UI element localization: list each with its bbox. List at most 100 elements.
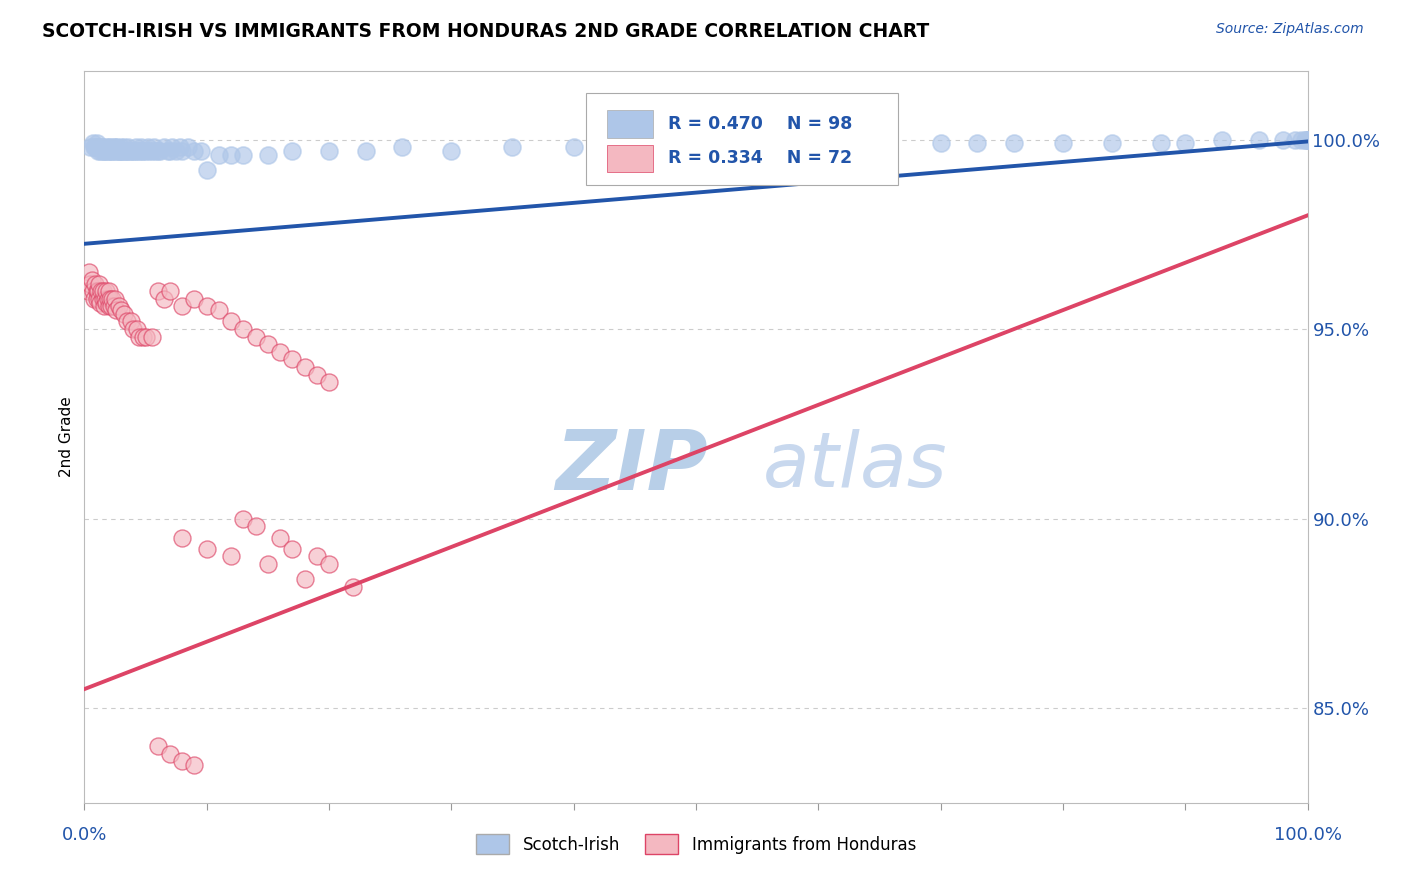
Point (169, 140, 191, 154)
Point (190, 144, 212, 158)
Point (131, 144, 153, 158)
Point (305, 368, 328, 382)
Point (138, 144, 160, 158)
Point (318, 144, 340, 158)
Point (104, 292, 127, 306)
Point (111, 144, 134, 158)
Point (929, 136, 952, 151)
Text: atlas: atlas (763, 429, 948, 503)
Point (87, 140, 110, 154)
Point (91, 284, 114, 298)
Point (143, 140, 166, 154)
Point (98, 140, 121, 154)
Point (120, 314, 142, 328)
Point (153, 140, 176, 154)
Point (183, 292, 205, 306)
Point (195, 299, 218, 313)
Point (281, 144, 304, 158)
Point (245, 519, 267, 533)
Point (245, 329, 267, 343)
Point (132, 144, 155, 158)
Point (80, 273, 103, 287)
Point (269, 531, 291, 545)
Point (162, 140, 184, 154)
Point (294, 359, 316, 374)
Point (110, 140, 132, 154)
Point (318, 375, 340, 389)
Point (101, 292, 124, 306)
Point (128, 144, 150, 158)
Point (172, 754, 194, 768)
Point (86, 136, 108, 151)
Text: Source: ZipAtlas.com: Source: ZipAtlas.com (1216, 22, 1364, 37)
Bar (606, 110, 654, 138)
Point (1296, 132, 1319, 146)
Point (97, 292, 120, 306)
FancyBboxPatch shape (586, 94, 898, 185)
Point (135, 329, 157, 343)
Text: 0.0%: 0.0% (62, 825, 107, 844)
Point (318, 557, 340, 571)
Point (1247, 132, 1270, 146)
Point (1052, 136, 1074, 151)
Point (208, 147, 231, 161)
Point (232, 511, 254, 525)
Point (79, 140, 101, 154)
Point (91, 140, 114, 154)
Point (624, 140, 647, 154)
Point (281, 352, 304, 367)
Point (93, 144, 115, 158)
Point (685, 140, 707, 154)
Point (104, 144, 127, 158)
Point (502, 140, 524, 154)
Y-axis label: 2nd Grade: 2nd Grade (59, 397, 75, 477)
Point (195, 162, 218, 177)
Point (107, 299, 129, 313)
Point (159, 144, 181, 158)
Point (84, 140, 107, 154)
Point (120, 144, 142, 158)
Point (90, 140, 112, 154)
Text: R = 0.470    N = 98: R = 0.470 N = 98 (668, 115, 852, 133)
Point (281, 541, 304, 556)
Point (98, 292, 121, 306)
Point (112, 307, 135, 321)
Point (153, 292, 176, 306)
Point (146, 144, 169, 158)
Point (125, 144, 148, 158)
Point (87, 277, 110, 291)
Point (146, 284, 169, 298)
Point (172, 299, 194, 313)
Point (1296, 132, 1319, 146)
Point (105, 140, 128, 154)
Point (305, 549, 328, 564)
Point (101, 144, 124, 158)
Point (156, 144, 179, 158)
Point (391, 140, 413, 154)
Point (97, 284, 120, 298)
Point (294, 572, 316, 586)
Point (91, 144, 114, 158)
Point (83, 292, 105, 306)
Point (115, 144, 138, 158)
Point (159, 284, 181, 298)
Point (146, 739, 169, 753)
Point (89, 144, 111, 158)
Point (342, 580, 364, 594)
Point (87, 144, 110, 158)
Point (77, 284, 100, 298)
Point (118, 144, 141, 158)
Point (122, 322, 145, 336)
Point (96, 140, 118, 154)
Point (232, 322, 254, 336)
Point (103, 140, 125, 154)
Point (89, 295, 111, 310)
Point (172, 531, 194, 545)
Point (84, 277, 107, 291)
Point (1150, 136, 1173, 151)
Point (257, 557, 280, 571)
Point (97, 140, 120, 154)
Point (132, 329, 155, 343)
Point (86, 292, 108, 306)
Point (1295, 132, 1317, 146)
